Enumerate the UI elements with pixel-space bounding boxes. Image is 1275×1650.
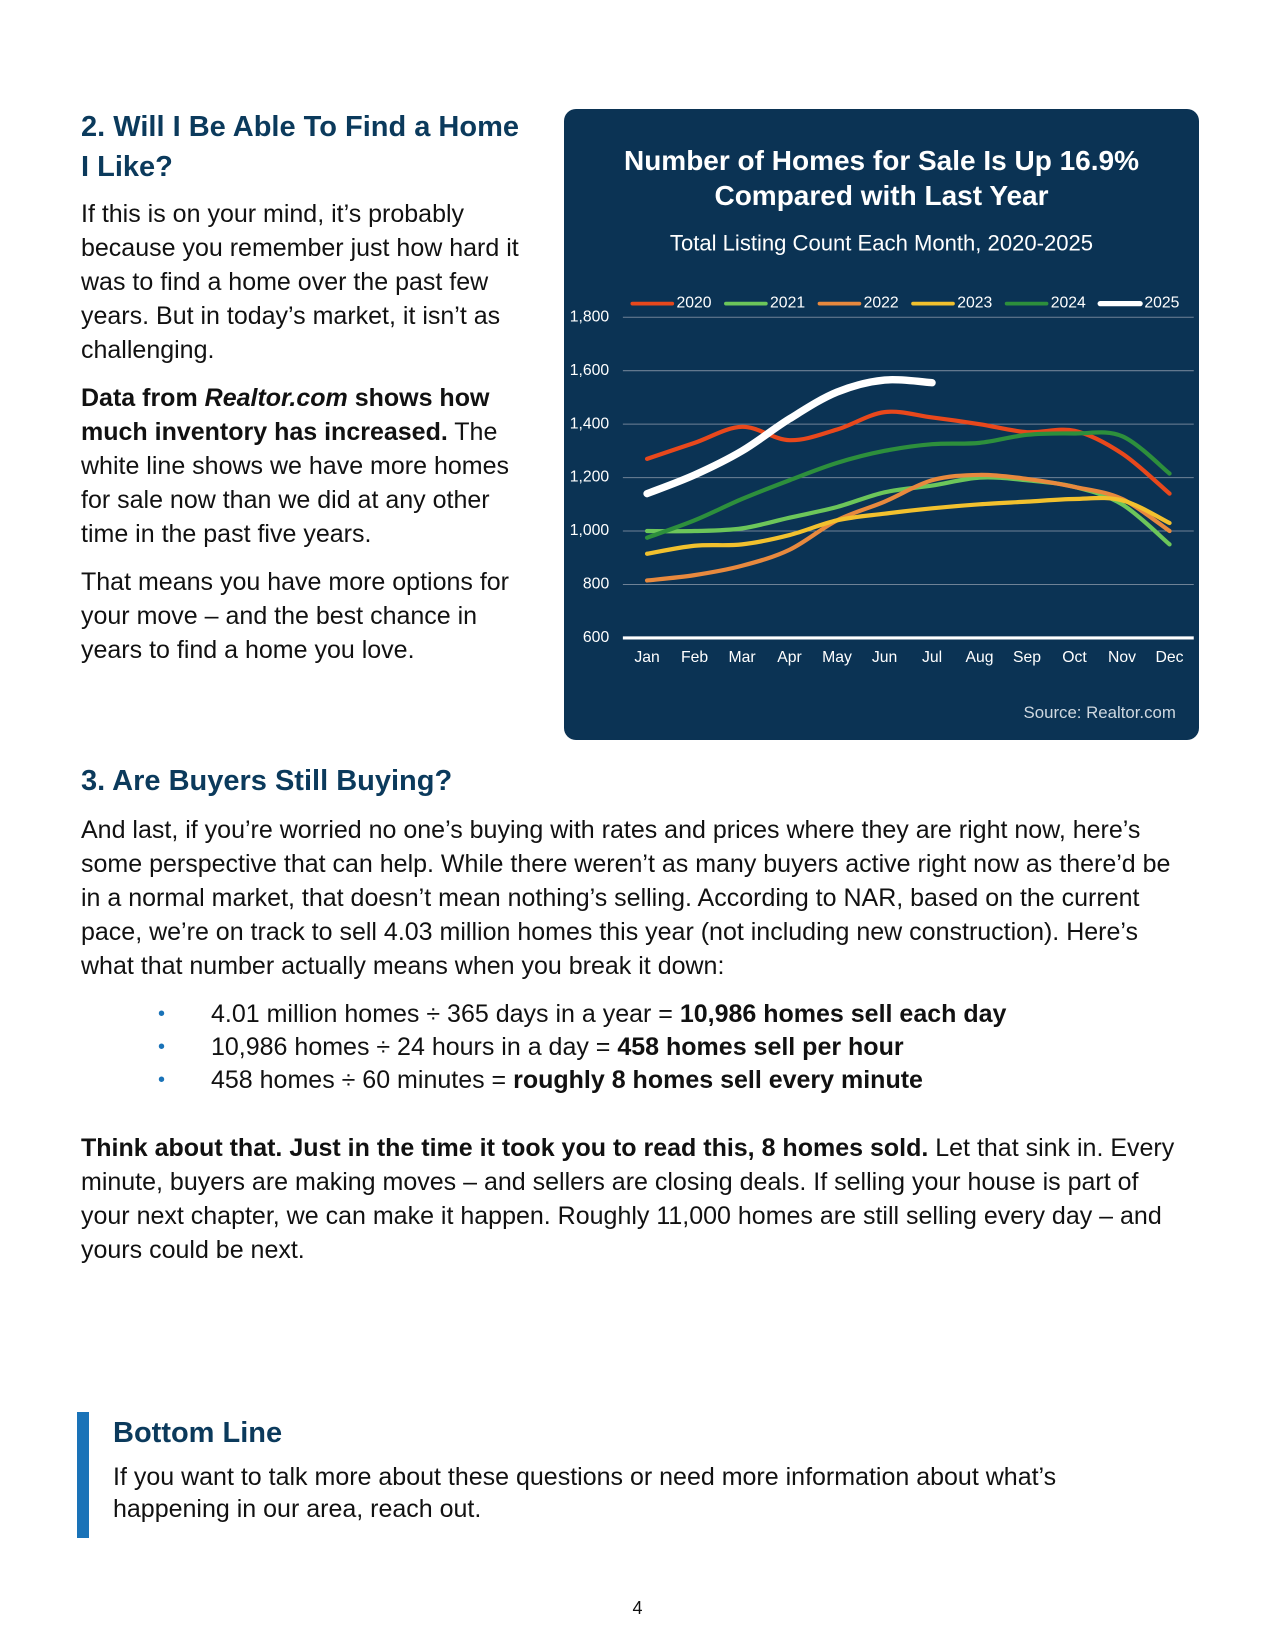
y-tick-label: 1,400 (570, 415, 610, 432)
chart-panel: Number of Homes for Sale Is Up 16.9% Com… (564, 109, 1199, 740)
x-tick-label: Feb (681, 649, 708, 666)
section-2: 2. Will I Be Able To Find a Home I Like?… (81, 107, 521, 667)
x-tick-label: Dec (1156, 649, 1184, 666)
text-run: Data from (81, 384, 205, 412)
text-run: shows how much inventory has increased. (81, 384, 490, 446)
series-line (644, 495, 1172, 556)
heading: 2. Will I Be Able To Find a Home I Like? (81, 111, 520, 183)
text-run: If this is on your mind, it’s probably b… (81, 200, 519, 364)
x-tick-label: Mar (728, 649, 755, 666)
x-tick-label: Oct (1062, 649, 1087, 666)
bullet: 10,986 homes ÷ 24 hours in a day = 458 h… (158, 1031, 1176, 1064)
text-run: That means you have more options for you… (81, 568, 510, 664)
y-tick-label: 1,200 (570, 469, 610, 486)
x-tick-label: Jan (634, 649, 659, 666)
heading: Bottom Line (113, 1417, 283, 1449)
x-tick-label: Jun (872, 649, 897, 666)
page-number: 4 (632, 1598, 643, 1618)
text-run: And last, if you’re worried no one’s buy… (81, 816, 1171, 980)
paragraph: Think about that. Just in the time it to… (81, 1131, 1176, 1267)
bullet: 458 homes ÷ 60 minutes = roughly 8 homes… (158, 1064, 1176, 1097)
section-3: 3. Are Buyers Still Buying? And last, if… (81, 761, 1176, 1267)
accent-bar (77, 1412, 89, 1538)
text-run: Let that sink in. Every minute, buyers a… (81, 1134, 1175, 1264)
text-run: 4.01 million homes ÷ 365 days in a year … (211, 1000, 680, 1028)
chart-title: Number of Homes for Sale Is Up 16.9% Com… (623, 145, 1140, 211)
bullet: 4.01 million homes ÷ 365 days in a year … (158, 998, 1176, 1031)
heading: 3. Are Buyers Still Buying? (81, 765, 453, 797)
text-run: 10,986 homes sell each day (679, 1000, 1007, 1028)
legend-label: 2020 (676, 295, 711, 312)
text-run: Realtor.com (204, 384, 348, 412)
text-run: The white line shows we have more homes … (81, 418, 509, 548)
text-run: roughly 8 homes sell every minute (513, 1066, 923, 1094)
series-line (644, 430, 1172, 540)
paragraph: That means you have more options for you… (81, 565, 521, 667)
y-tick-label: 800 (583, 576, 610, 593)
x-tick-label: May (822, 649, 852, 666)
series-line (643, 376, 936, 498)
legend-label: 2022 (864, 295, 899, 312)
x-tick-label: Jul (922, 649, 942, 666)
paragraph: If you want to talk more about these que… (113, 1463, 1057, 1523)
x-tick-label: Apr (777, 649, 802, 666)
text-run: Think about that. Just in the time it to… (81, 1134, 929, 1162)
legend-label: 2023 (957, 295, 992, 312)
paragraph: And last, if you’re worried no one’s buy… (81, 813, 1176, 983)
legend-label: 2021 (770, 295, 805, 312)
legend-label: 2024 (1051, 295, 1086, 312)
y-tick-label: 600 (583, 629, 610, 646)
x-tick-label: Nov (1108, 649, 1136, 666)
paragraphs: If this is on your mind, it’s probably b… (81, 197, 521, 667)
bullet-list: 4.01 million homes ÷ 365 days in a year … (158, 998, 1176, 1097)
paragraph: Data from Realtor.com shows how much inv… (81, 381, 521, 551)
series-line (644, 472, 1172, 583)
text-run: 10,986 homes ÷ 24 hours in a day = (211, 1033, 618, 1061)
text-run: 458 homes ÷ 60 minutes = (211, 1066, 514, 1094)
paragraph: If this is on your mind, it’s probably b… (81, 197, 521, 367)
y-tick-label: 1,800 (570, 308, 610, 325)
chart-source: Source: Realtor.com (1024, 703, 1176, 722)
x-tick-label: Aug (966, 649, 994, 666)
bottom-line: Bottom Line If you want to talk more abo… (113, 1413, 1173, 1525)
chart: Total Listing Count Each Month, 2020-202… (570, 231, 1194, 722)
chart-subtitle: Total Listing Count Each Month, 2020-202… (670, 231, 1093, 256)
text-run: 458 homes sell per hour (617, 1033, 904, 1061)
legend-label: 2025 (1144, 295, 1179, 312)
x-tick-label: Sep (1013, 649, 1041, 666)
y-tick-label: 1,600 (570, 362, 610, 379)
y-tick-label: 1,000 (570, 522, 610, 539)
